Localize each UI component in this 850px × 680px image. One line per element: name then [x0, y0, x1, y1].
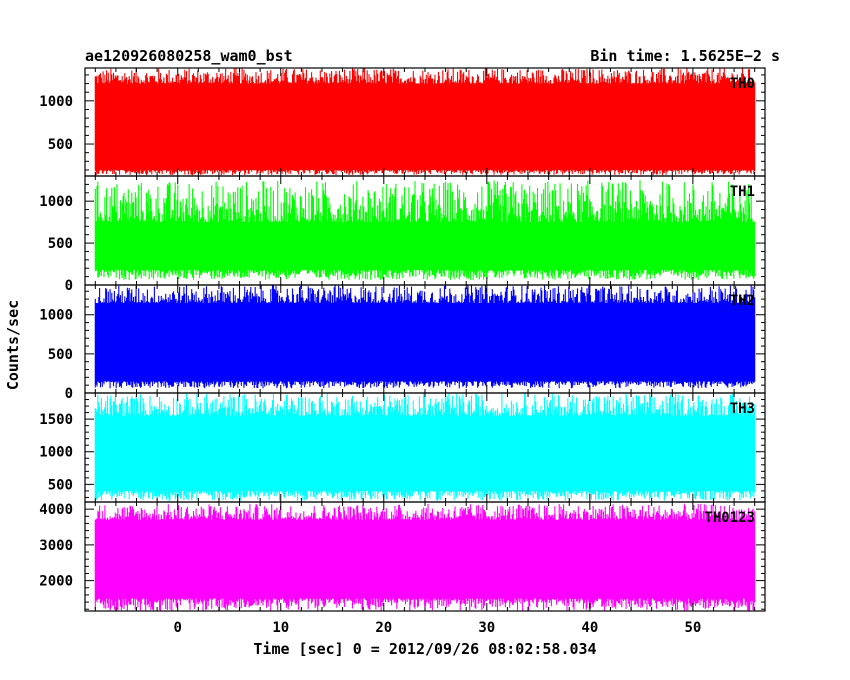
panel-th2: 0 500 1000 TH2: [39, 284, 766, 402]
panel-th0123: 2000 3000 4000 TH0123: [39, 501, 766, 612]
panel-label-th1: TH1: [730, 184, 755, 200]
series-line-th0: [94, 68, 756, 176]
chart-subtitle: Bin time: 1.5625E−2 s: [590, 47, 780, 65]
y-tick-label: 500: [48, 347, 73, 363]
series-line-th3: [94, 393, 756, 501]
y-tick-label: 4000: [39, 502, 73, 518]
y-tick-label: 3000: [39, 538, 73, 554]
x-tick-label: 20: [375, 620, 392, 636]
panel-label-th2: TH2: [730, 293, 755, 309]
y-axis-label: Counts/sec: [4, 300, 22, 390]
panel-label-th0: TH0: [730, 76, 755, 92]
x-tick-label: 40: [581, 620, 598, 636]
x-axis: 0 10 20 30 40 50: [174, 620, 702, 636]
y-tick-label: 500: [48, 477, 73, 493]
series-line-th2: [94, 285, 756, 389]
x-tick-label: 30: [478, 620, 495, 636]
y-tick-label: 500: [48, 236, 73, 252]
panel-label-th3: TH3: [730, 401, 755, 417]
y-tick-label: 1000: [39, 308, 73, 324]
y-tick-label: 0: [65, 278, 73, 294]
panel-label-th0123: TH0123: [704, 510, 755, 526]
panel-th3: 500 1000 1500 TH3: [39, 392, 766, 503]
chart-title: ae120926080258_wam0_bst: [85, 47, 293, 65]
y-tick-label: 1000: [39, 194, 73, 210]
series-line-th0123: [94, 503, 756, 611]
y-tick-label: 1000: [39, 445, 73, 461]
panel-th1: 0 500 1000 TH1: [39, 175, 766, 294]
y-tick-label: 500: [48, 137, 73, 153]
panels-group: 500 1000 TH0 0 500 1000 TH1 0 500 1000 TH2 500 1000 1…: [39, 67, 766, 612]
y-tick-label: 1000: [39, 94, 73, 110]
y-tick-label: 2000: [39, 574, 73, 590]
x-axis-label: Time [sec] 0 = 2012/09/26 08:02:58.034: [253, 640, 596, 658]
x-tick-label: 50: [684, 620, 701, 636]
y-tick-label: 1500: [39, 412, 73, 428]
x-tick-label: 10: [272, 620, 289, 636]
x-tick-label: 0: [174, 620, 182, 636]
series-line-th1: [94, 180, 756, 280]
y-tick-label: 0: [65, 386, 73, 402]
panel-th0: 500 1000 TH0: [39, 67, 766, 177]
